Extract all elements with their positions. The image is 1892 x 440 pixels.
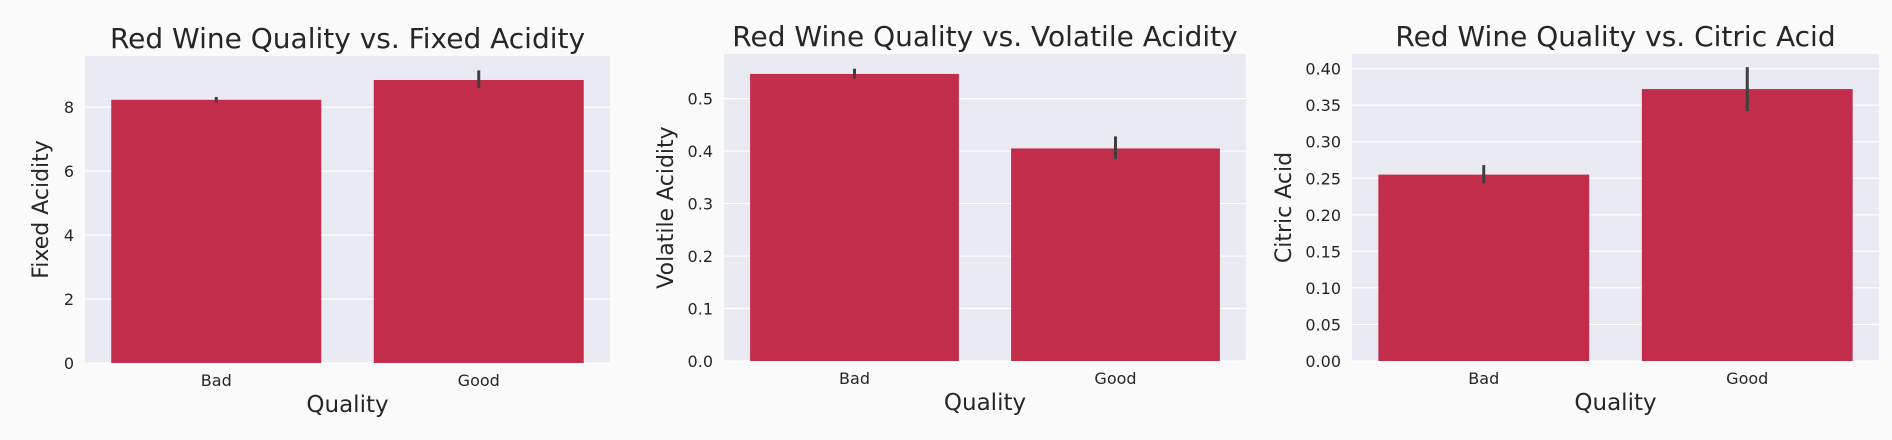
- chart-1: 0 2 4 6 8 Bad Good Red Wine Quality vs. Fixed A…: [29, 22, 610, 418]
- bar-good: [1011, 148, 1220, 361]
- x-tick-label: Bad: [201, 371, 232, 390]
- chart-title: Red Wine Quality vs. Fixed Acidity: [110, 22, 585, 55]
- chart-title: Red Wine Quality vs. Volatile Acidity: [732, 20, 1237, 53]
- y-tick-label: 0.3: [688, 195, 713, 214]
- bar-good: [373, 79, 584, 363]
- y-tick-label: 0.20: [1305, 206, 1341, 225]
- y-tick-label: 0.05: [1305, 315, 1341, 334]
- y-tick-label: 0.35: [1305, 96, 1341, 115]
- y-tick-label: 0.00: [1305, 352, 1341, 371]
- y-tick-label: 0.10: [1305, 279, 1341, 298]
- x-axis-label: Quality: [306, 392, 388, 418]
- y-tick-label: 2: [64, 290, 74, 309]
- y-tick-label: 8: [64, 98, 74, 117]
- x-tick-label: Good: [1094, 369, 1136, 388]
- y-axis-label: Fixed Acidity: [29, 140, 54, 279]
- y-tick-label: 0: [64, 354, 74, 373]
- y-tick-label: 0.1: [688, 300, 713, 319]
- x-tick-label: Bad: [1468, 369, 1499, 388]
- chart-title: Red Wine Quality vs. Citric Acid: [1395, 20, 1835, 53]
- bar-bad: [1378, 174, 1590, 361]
- y-tick-label: 0.2: [688, 247, 713, 266]
- y-tick-label: 0.40: [1305, 60, 1341, 79]
- x-axis-label: Quality: [944, 390, 1026, 416]
- y-tick-label: 0.4: [688, 142, 713, 161]
- y-tick-label: 0.15: [1305, 242, 1341, 261]
- y-tick-label: 6: [64, 162, 74, 181]
- y-tick-label: 4: [64, 226, 74, 245]
- x-axis-label: Quality: [1574, 390, 1656, 416]
- y-axis-label: Citric Acid: [1272, 152, 1297, 263]
- x-tick-label: Bad: [839, 369, 870, 388]
- bar-bad: [111, 99, 322, 363]
- x-tick-label: Good: [1726, 369, 1768, 388]
- x-tick-label: Good: [458, 371, 500, 390]
- chart-3: 0.00 0.05 0.10 0.15 0.20 0.25 0.30 0.35 0.40 Bad G…: [1272, 20, 1879, 416]
- bar-good: [1641, 89, 1853, 361]
- y-tick-label: 0.30: [1305, 133, 1341, 152]
- y-tick-label: 0.0: [688, 352, 713, 371]
- y-tick-label: 0.25: [1305, 169, 1341, 188]
- chart-2: 0.0 0.1 0.2 0.3 0.4 0.5 Bad Good Red Wine Qualit…: [654, 20, 1246, 416]
- y-axis-label: Volatile Acidity: [654, 126, 679, 288]
- bar-bad: [750, 73, 959, 361]
- y-tick-label: 0.5: [688, 90, 713, 109]
